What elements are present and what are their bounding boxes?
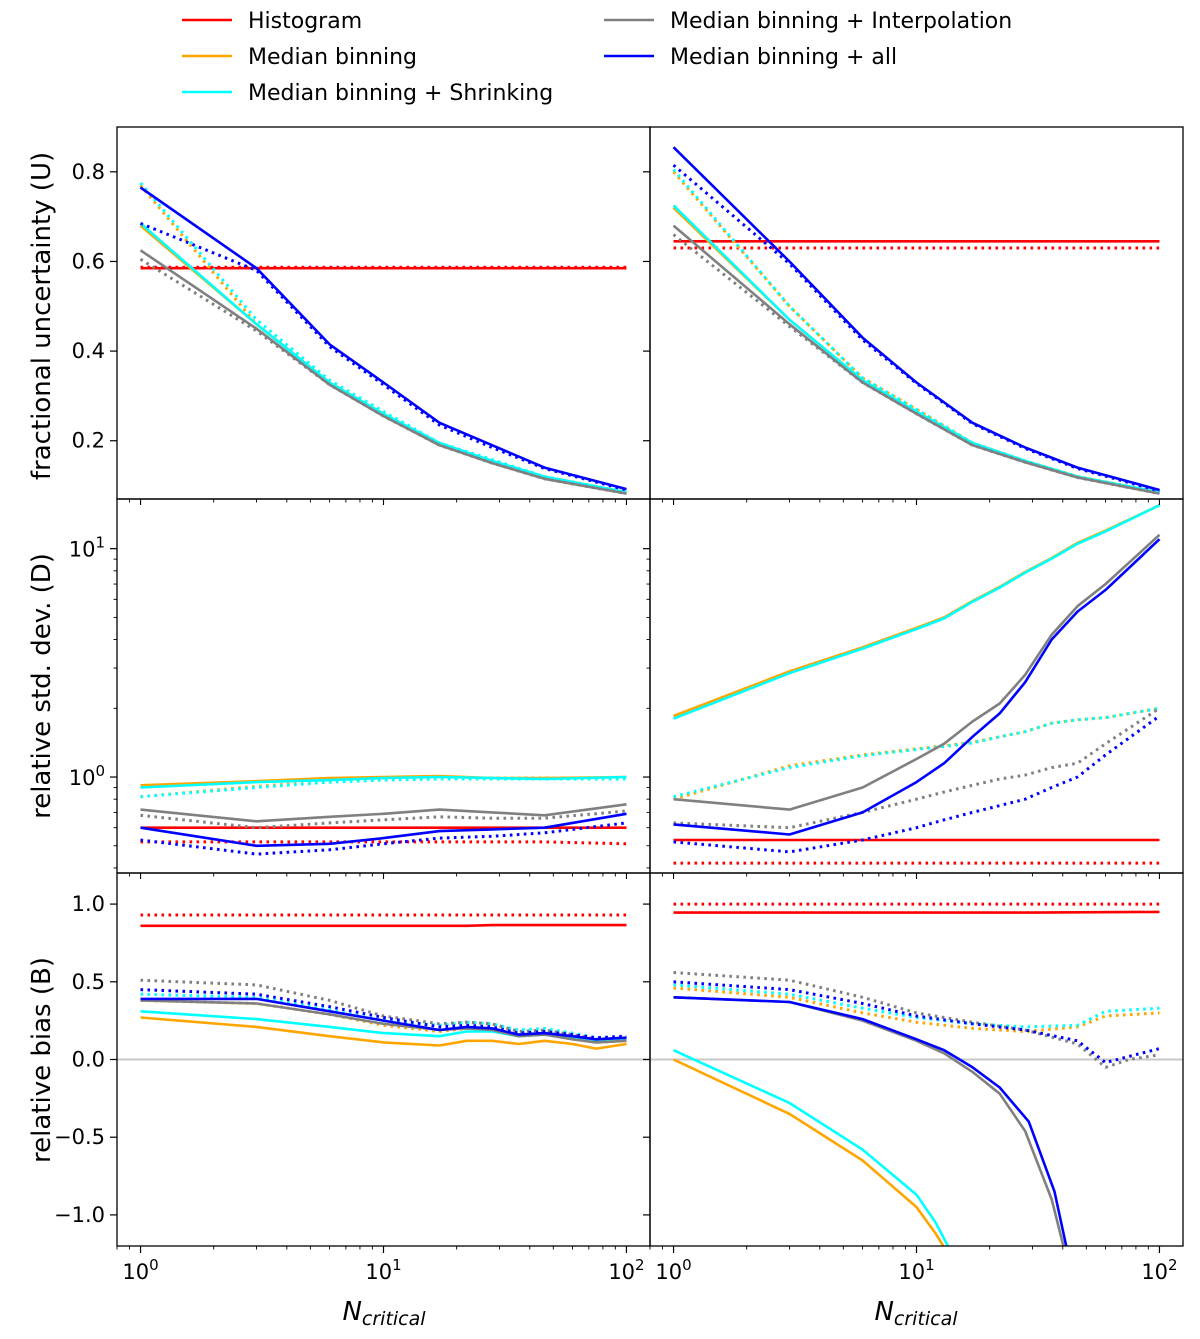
series-line-dotted	[673, 986, 1160, 1033]
series-line-solid	[672, 224, 1160, 495]
series-line-solid	[139, 249, 627, 495]
panel-frame-U-right	[649, 126, 1184, 500]
y-tick-label: 0.6	[72, 249, 105, 273]
series-line-solid	[673, 504, 1161, 720]
legend: Histogram Median binning Median binning + …	[182, 9, 1012, 106]
legend-item: Median binning + all	[604, 45, 897, 70]
series-line-dotted	[673, 980, 1160, 1065]
y-axis-label-D: relative std. dev. (D)	[27, 553, 57, 819]
panel-frame-D-right	[649, 498, 1184, 874]
y-tick-label: 0.8	[72, 160, 105, 184]
x-tick-label: 102	[608, 1256, 644, 1284]
x-tick-label: 101	[365, 1256, 401, 1284]
series-line-solid	[672, 146, 1160, 492]
series-line-dotted	[140, 988, 627, 1040]
series-line-solid	[673, 538, 1161, 836]
series-line-solid	[139, 224, 627, 494]
x-tick-label: 102	[1141, 1256, 1177, 1284]
legend-item: Median binning + Shrinking	[182, 81, 553, 106]
series-line-solid	[140, 775, 627, 789]
series-line-dotted	[140, 840, 627, 846]
y-tick-label: 100	[69, 762, 105, 790]
series-line-solid	[673, 996, 1065, 1246]
legend-label: Median binning + Shrinking	[248, 81, 553, 106]
y-tick-label: 0.0	[72, 1048, 105, 1072]
series-line-solid	[673, 533, 1161, 811]
series-line-dotted	[672, 168, 1160, 494]
legend-label: Median binning + Interpolation	[670, 9, 1012, 34]
series-line-dotted	[673, 971, 1160, 1069]
series-line-solid	[139, 186, 627, 491]
series-line-dotted	[140, 978, 627, 1041]
series-line-solid	[140, 999, 627, 1044]
series-line-solid	[140, 803, 627, 823]
series-line-solid	[140, 1016, 627, 1050]
y-tick-label: 0.2	[72, 429, 105, 453]
series-line-dotted	[140, 777, 627, 799]
legend-label: Median binning	[248, 45, 417, 70]
series-line-dotted	[672, 233, 1160, 496]
series-line-solid	[672, 1058, 945, 1246]
legend-item: Median binning	[182, 45, 417, 70]
y-tick-label: −0.5	[54, 1125, 105, 1149]
y-tick-label: 0.4	[72, 339, 105, 363]
series-line-solid	[140, 923, 627, 928]
series-line-dotted	[673, 714, 1161, 854]
series-line-dotted	[139, 257, 627, 496]
panel-D-left-series	[140, 774, 627, 856]
series-line-solid	[672, 206, 1160, 494]
series-line-dotted	[139, 222, 627, 492]
panel-frame-D-left	[116, 498, 651, 874]
series-line-solid	[673, 910, 1160, 914]
x-axis-label-left: Ncritical	[342, 1297, 426, 1330]
panel-D-right-series	[673, 504, 1161, 865]
legend-label: Median binning + all	[670, 45, 897, 70]
series-line-solid	[673, 996, 1068, 1246]
series-line-dotted	[673, 983, 1160, 1029]
panel-B-left-series	[140, 913, 627, 1050]
series-line-solid	[673, 504, 1161, 718]
series-line-dotted	[140, 776, 627, 799]
series-line-dotted	[672, 163, 1160, 493]
x-tick-label: 101	[898, 1256, 934, 1284]
legend-item: Median binning + Interpolation	[604, 9, 1012, 34]
series-line-solid	[139, 222, 627, 494]
panel-U-right-series	[672, 146, 1160, 496]
series-line-dotted	[139, 182, 627, 494]
legend-label: Histogram	[248, 9, 362, 34]
series-line-dotted	[673, 706, 1160, 801]
panel-B-right-series	[672, 902, 1160, 1246]
y-tick-label: 1.0	[72, 892, 105, 916]
x-axis-label-right: Ncritical	[874, 1297, 958, 1330]
series-line-dotted	[139, 184, 627, 494]
plot-lines	[139, 146, 1161, 1246]
panel-U-left-series	[139, 182, 627, 496]
legend-item: Histogram	[182, 9, 362, 34]
y-axis-label-U: fractional uncertainty (U)	[27, 152, 57, 480]
y-tick-label: −1.0	[54, 1203, 105, 1227]
ticks: 0.2 0.4 0.6 0.8 100 101 100 101 102 −1.0 −0.5 0.0 0.…	[54, 160, 1178, 1284]
series-line-solid	[140, 997, 627, 1041]
series-line-solid	[140, 812, 627, 848]
y-tick-label: 101	[69, 534, 105, 562]
y-axis-label-B: relative bias (B)	[27, 957, 57, 1163]
x-tick-label: 100	[655, 1256, 691, 1284]
series-line-solid	[672, 1049, 950, 1246]
x-tick-label: 100	[122, 1256, 158, 1284]
y-tick-label: 0.5	[72, 970, 105, 994]
panel-frame-U-left	[116, 126, 651, 500]
series-line-solid	[140, 1010, 627, 1043]
